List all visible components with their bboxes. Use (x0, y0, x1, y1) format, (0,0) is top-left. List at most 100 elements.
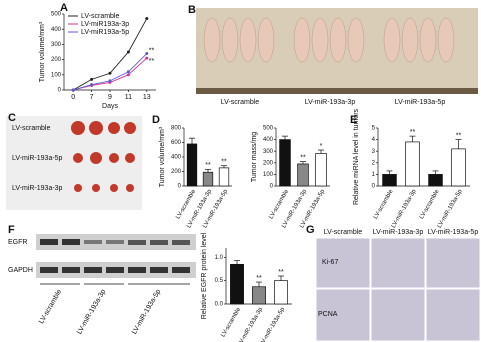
photo-label: LV-miR-193a-5p (12, 155, 63, 162)
y-tick-label: 1.0 (215, 255, 224, 261)
ihc-row-label: Ki-67 (322, 259, 338, 266)
y-tick-label: 2 (372, 160, 376, 166)
bar (297, 163, 309, 187)
point (145, 52, 149, 56)
mice (203, 17, 455, 63)
y-tick-label: 300 (263, 149, 274, 155)
significance: ** (456, 132, 462, 139)
photo-label: LV-miR-193a-3p (12, 185, 63, 192)
x-tick-label: LV-miR-193a-5p (437, 188, 464, 229)
x-tick-label: 13 (143, 94, 151, 101)
point (145, 56, 149, 60)
photo-label: LV-scramble (12, 125, 50, 132)
lane-label: LV-miR-193a-3p (76, 288, 107, 335)
bands (40, 239, 190, 273)
y-tick-label: 0.5 (215, 278, 224, 284)
tumors (71, 121, 136, 192)
panel-label: F (8, 224, 15, 236)
y-tick-label: 400 (51, 27, 62, 33)
photo-label: LV-scramble (221, 99, 259, 106)
x-tick-label: LV-miR-193a-3p (237, 306, 264, 342)
point (145, 17, 149, 21)
y-axis-label: Relative EGFR protein level (201, 232, 208, 319)
point (71, 88, 75, 92)
x-tick-label: LV-scramble (373, 188, 395, 220)
x-axis-label: Days (102, 103, 118, 110)
point (90, 83, 94, 87)
bar (230, 263, 244, 305)
y-tick-label: 4 (372, 137, 376, 143)
point (108, 79, 112, 83)
bar (451, 148, 466, 187)
significance: ** (300, 154, 306, 161)
y-tick-label: 400 (263, 137, 274, 143)
line-series (73, 53, 148, 91)
y-tick-label: 0 (58, 88, 62, 94)
panel-label: G (306, 224, 315, 236)
y-tick-label: 5 (372, 126, 376, 132)
y-axis-label: Tumor mass/mg (251, 132, 258, 182)
y-axis-label: Tumor volume/mm³ (39, 21, 46, 82)
annotation: ** (149, 47, 155, 54)
ihc-column-label: LV-miR-193a-5p (428, 229, 479, 236)
bar (405, 141, 420, 187)
x-tick-label: 9 (108, 94, 112, 101)
significance: * (320, 143, 323, 150)
y-tick-label: 3 (372, 149, 376, 155)
mice-photo (196, 8, 478, 94)
y-axis-label: Tumor volume/mm³ (159, 126, 166, 187)
y-tick-label: 400 (171, 155, 182, 161)
y-tick-label: 200 (171, 169, 182, 175)
band-label: GAPDH (8, 267, 33, 274)
y-tick-label: 300 (51, 42, 62, 48)
point (126, 70, 130, 74)
ihc-column-label: LV-miR-193a-3p (373, 229, 424, 236)
bar (202, 171, 214, 187)
bar (274, 280, 288, 305)
y-tick-label: 200 (263, 160, 274, 166)
x-tick-label: LV-miR-193a-3p (391, 188, 418, 229)
bar (315, 153, 327, 187)
bar (218, 167, 230, 187)
point (90, 77, 94, 81)
x-tick-label: 7 (90, 94, 94, 101)
y-tick-label: 100 (51, 72, 62, 78)
panel-label: B (188, 4, 196, 16)
y-tick-label: 0 (270, 184, 274, 190)
bar (279, 139, 291, 187)
point (108, 71, 112, 75)
panel-label: A (60, 2, 68, 14)
legend-label: LV-miR193a-3p (81, 21, 129, 28)
significance: ** (256, 275, 262, 282)
panel-label: E (350, 114, 357, 126)
panel-label: D (152, 114, 160, 126)
x-tick-label: 11 (125, 94, 132, 101)
x-tick-label: LV-miR-193a-5p (259, 306, 286, 342)
y-tick-label: 0 (178, 184, 182, 190)
y-tick-label: 600 (171, 140, 182, 146)
significance: ** (205, 162, 211, 169)
legend-label: LV-scramble (81, 13, 119, 20)
annotation: ** (149, 58, 155, 65)
lane-label: LV-miR-193a-5p (131, 288, 162, 335)
photo-label: LV-miR-193a-5p (395, 99, 446, 106)
y-tick-label: 800 (171, 126, 182, 132)
band-label: EGFR (8, 239, 27, 246)
ihc-column-label: LV-scramble (324, 229, 362, 236)
significance: ** (221, 159, 227, 166)
photo-label: LV-miR-193a-3p (305, 99, 356, 106)
significance: ** (410, 129, 416, 136)
bar (382, 174, 397, 187)
y-tick-label: 500 (263, 126, 274, 132)
x-tick-label: LV-scramble (220, 306, 242, 338)
panel-label: C (8, 112, 16, 124)
y-tick-label: 0 (372, 184, 376, 190)
point (126, 50, 130, 54)
y-axis-label: Relative miRNA level in tumors (353, 108, 360, 205)
point (126, 73, 130, 77)
y-tick-label: 500 (51, 12, 62, 18)
western-blot (36, 234, 196, 285)
y-tick-label: 0.0 (215, 302, 224, 308)
legend-label: LV-miR193a-5p (81, 29, 129, 36)
